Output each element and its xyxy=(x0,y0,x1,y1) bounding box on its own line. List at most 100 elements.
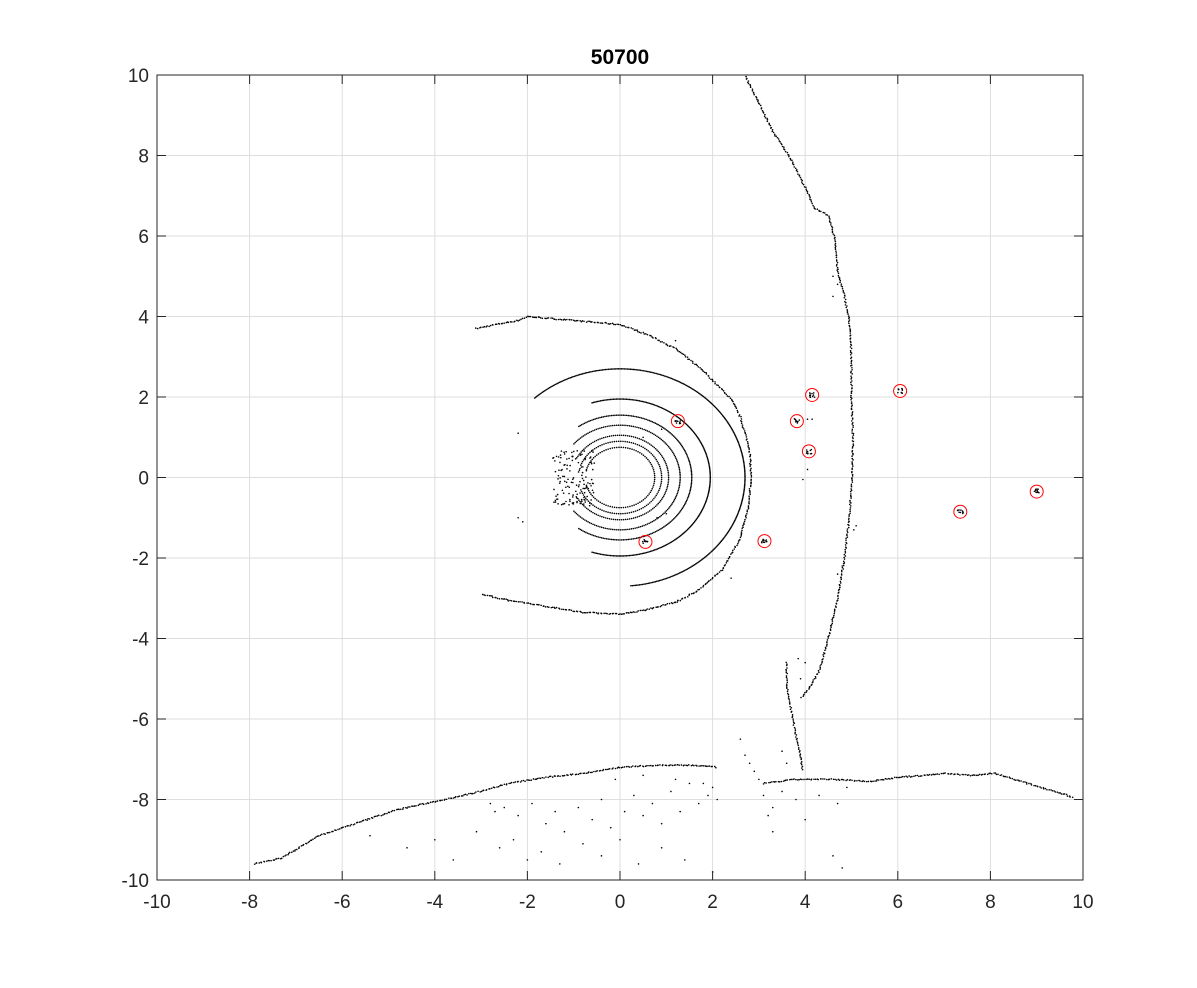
cluster-point xyxy=(588,504,591,507)
ring-point xyxy=(597,507,600,510)
right-wall-point xyxy=(840,283,843,285)
ring-point xyxy=(582,518,585,520)
ring-point xyxy=(662,374,665,377)
ring-point xyxy=(581,436,583,438)
lower-left-wall-point xyxy=(539,777,542,780)
ring-point xyxy=(599,444,601,447)
lower-right-wall-point xyxy=(784,779,787,781)
ring-point xyxy=(650,500,653,503)
ring-point xyxy=(602,527,605,529)
ring-point xyxy=(702,395,705,398)
cluster-point xyxy=(569,500,571,503)
outer-scan-arc-point xyxy=(586,611,589,614)
lower-left-wall-point xyxy=(287,853,289,856)
right-wall-point xyxy=(850,493,852,495)
middle-post-point xyxy=(797,748,800,751)
scatter-point xyxy=(545,822,547,825)
ring-point xyxy=(659,485,662,488)
ring-point xyxy=(740,450,743,453)
object-point xyxy=(679,422,682,425)
ring-point xyxy=(742,460,745,463)
middle-post-point xyxy=(785,671,788,674)
ring-point xyxy=(655,458,658,461)
object-point xyxy=(1034,490,1037,492)
right-wall-point xyxy=(766,120,769,123)
ring-point xyxy=(709,480,711,483)
ring-point xyxy=(653,519,655,522)
right-wall-point xyxy=(850,378,852,380)
lower-left-wall-point xyxy=(591,771,593,774)
right-wall-point xyxy=(814,675,817,678)
right-wall-point xyxy=(848,503,851,506)
ring-point xyxy=(603,449,605,452)
ring-point xyxy=(586,498,588,501)
ring-point xyxy=(677,463,680,466)
right-wall-point xyxy=(850,401,853,403)
ring-point xyxy=(743,468,746,470)
object-point xyxy=(796,422,799,424)
object-point xyxy=(812,392,815,394)
outer-scan-arc-point xyxy=(749,461,752,463)
right-wall-point xyxy=(773,133,776,136)
ring-point xyxy=(696,391,699,394)
ring-point xyxy=(692,564,695,567)
right-wall-point xyxy=(852,424,854,427)
ring-point xyxy=(613,424,616,427)
ring-point xyxy=(656,405,659,407)
ring-point xyxy=(641,369,643,372)
scatter-point xyxy=(512,838,515,841)
right-wall-point xyxy=(847,518,850,521)
ring-point xyxy=(741,453,743,455)
ring-point xyxy=(645,512,648,514)
ring-point xyxy=(659,467,662,470)
lower-left-wall-point xyxy=(448,797,450,799)
middle-post-point xyxy=(800,763,803,766)
right-wall-point xyxy=(836,270,839,273)
ring-point xyxy=(621,528,623,531)
cluster-point xyxy=(571,455,574,458)
right-wall-point xyxy=(809,198,811,200)
ring-point xyxy=(647,503,649,505)
ring-point xyxy=(708,464,710,466)
outer-scan-arc-point xyxy=(629,611,632,614)
lower-left-wall-point xyxy=(382,814,384,816)
ring-point xyxy=(632,554,635,556)
ring-point xyxy=(690,469,693,472)
ring-point xyxy=(593,429,596,431)
right-wall-point xyxy=(850,398,852,401)
ring-point xyxy=(744,477,746,479)
ring-point xyxy=(649,461,652,464)
lower-left-wall-point xyxy=(294,849,296,851)
outer-scan-arc-point xyxy=(651,336,653,338)
outer-scan-arc-point xyxy=(641,609,643,612)
outer-scan-arc-point xyxy=(736,409,739,412)
lower-right-wall-point xyxy=(1069,796,1071,798)
lower-left-wall-point xyxy=(396,808,398,811)
cluster-point xyxy=(560,503,563,506)
right-wall-point xyxy=(818,210,821,212)
ring-point xyxy=(562,379,565,382)
ring-point xyxy=(640,400,642,402)
right-wall-point xyxy=(758,103,761,105)
lower-right-wall-point xyxy=(880,778,882,781)
ring-point xyxy=(706,399,709,401)
ring-point xyxy=(578,373,581,376)
outer-scan-arc-point xyxy=(559,318,561,321)
ring-point xyxy=(678,572,681,574)
outer-scan-arc-point xyxy=(741,424,744,426)
ring-point xyxy=(626,424,629,427)
ring-point xyxy=(593,447,596,450)
ring-point xyxy=(597,369,600,372)
right-wall-point xyxy=(827,637,829,639)
ring-point xyxy=(566,378,569,380)
outer-scan-arc-point xyxy=(748,451,750,453)
ring-point xyxy=(670,377,673,380)
lower-left-wall-point xyxy=(399,808,402,811)
scatter-point xyxy=(841,565,844,567)
right-wall-point xyxy=(844,298,847,301)
ring-point xyxy=(642,417,644,420)
outer-scan-arc-point xyxy=(747,442,749,445)
ring-point xyxy=(667,469,669,472)
ring-point xyxy=(624,440,626,443)
ring-point xyxy=(737,440,739,443)
